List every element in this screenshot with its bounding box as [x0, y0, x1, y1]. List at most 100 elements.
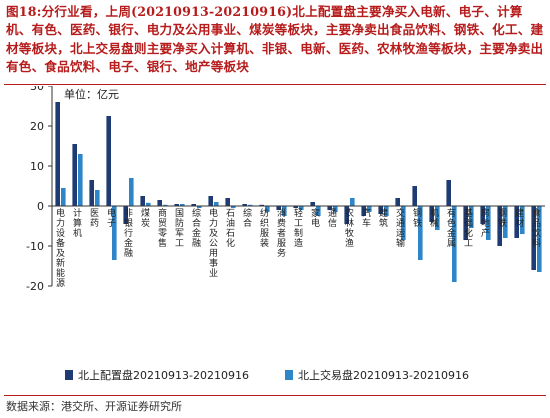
bar-series1	[72, 144, 77, 206]
bar-series1	[174, 204, 179, 206]
x-category-label: 商贸零售	[158, 207, 167, 249]
x-category-label: 医药	[90, 208, 99, 229]
x-category-label: 建材	[515, 207, 524, 229]
x-category-label: 计算机	[73, 207, 82, 239]
x-category-label: 有色金属	[447, 207, 456, 249]
x-category-label: 钢铁	[498, 207, 507, 229]
bar-series2	[520, 206, 525, 234]
x-category-label: 综合	[243, 207, 252, 229]
x-category-label: 建筑	[379, 207, 388, 229]
bar-series1	[463, 206, 468, 240]
x-category-label: 电力设备及新能源	[56, 207, 65, 289]
bar-series2	[486, 206, 491, 240]
bar-series1	[191, 204, 196, 206]
top-divider	[4, 84, 546, 85]
bar-series1	[55, 102, 60, 206]
bar-series1	[531, 206, 536, 270]
bar-series2	[333, 206, 338, 212]
x-category-label: 农林牧渔	[345, 207, 354, 249]
caption-text: 分行业看，上周(20210913-20210916)北上配置盘主要净买入电新、电…	[6, 4, 544, 75]
bar-series1	[310, 202, 315, 206]
x-category-label: 纺织服装	[260, 207, 269, 249]
x-category-label: 家电	[311, 207, 320, 229]
x-category-label: 汽车	[362, 207, 371, 229]
x-category-label: 机械	[430, 207, 439, 229]
bar-series2	[367, 206, 372, 212]
bar-series1	[361, 206, 366, 216]
y-tick-label: 0	[37, 200, 44, 213]
bar-chart: 单位：亿元 -20 -10 0 10 20 30 电力设备及新能源计算机医药电子非银行金融煤炭…	[26, 86, 545, 382]
bar-series1	[429, 206, 434, 222]
source-note: 数据来源：港交所、开源证券研究所	[6, 400, 182, 413]
bar-series1	[514, 206, 519, 238]
x-category-label: 石油石化	[226, 209, 235, 249]
x-category-label: 综合金融	[192, 207, 201, 249]
bar-series1	[446, 180, 451, 206]
bar-series1	[497, 206, 502, 246]
bar-series2	[112, 206, 117, 260]
bar-series2	[265, 206, 270, 212]
bar-series1	[242, 204, 247, 206]
x-category-label: 食品饮料	[532, 207, 541, 249]
bar-series1	[293, 206, 298, 208]
x-category-label: 电力及公用事业	[209, 207, 218, 279]
bar-series2	[231, 206, 236, 208]
y-tick-label: 30	[30, 86, 44, 93]
bar-series2	[418, 206, 423, 260]
x-category-label: 房地产	[481, 207, 490, 239]
x-category-label: 消费者服务	[277, 207, 286, 259]
bar-series1	[395, 198, 400, 206]
bar-series1	[140, 196, 145, 206]
bar-series2	[248, 204, 253, 206]
bar-series1	[106, 116, 111, 206]
bar-series1	[412, 186, 417, 206]
bar-series2	[299, 206, 304, 210]
x-category-label: 轻工制造	[294, 207, 303, 249]
bar-series2	[78, 154, 83, 206]
x-category-label: 电子	[107, 207, 116, 229]
bar-series2	[350, 198, 355, 206]
bar-series2	[146, 202, 151, 206]
x-category-label: 基础化工	[464, 207, 473, 249]
bar-series1	[276, 206, 281, 210]
bar-series1	[327, 206, 332, 210]
bar-series2	[435, 206, 440, 230]
x-category-label: 非银行金融	[124, 207, 133, 259]
bar-series2	[452, 206, 457, 282]
bar-series2	[61, 188, 66, 206]
bar-series2	[180, 204, 185, 206]
x-category-label: 通信	[328, 208, 337, 229]
y-tick-label: -10	[26, 240, 44, 253]
bar-series1	[208, 196, 213, 206]
y-tick-label: 20	[30, 120, 44, 133]
bar-series2	[469, 206, 474, 228]
legend-label: 北上交易盘20210913-20210916	[298, 368, 469, 382]
bottom-divider	[4, 395, 546, 396]
bar-series1	[157, 200, 162, 206]
y-axis-unit-label: 单位：亿元	[64, 87, 119, 101]
bar-series1	[344, 206, 349, 224]
bar-series1	[480, 206, 485, 224]
legend-swatch	[65, 370, 73, 380]
bar-series2	[401, 206, 406, 240]
bar-series1	[225, 198, 230, 206]
figure-number: 图18:	[6, 4, 42, 19]
bar-series2	[214, 202, 219, 206]
x-category-label: 国防军工	[175, 208, 184, 249]
legend-label: 北上配置盘20210913-20210916	[78, 368, 249, 382]
bar-series2	[316, 206, 321, 216]
bar-series1	[89, 180, 94, 206]
bar-series2	[503, 206, 508, 238]
x-category-label: 钢铁	[413, 207, 422, 229]
y-tick-label: 10	[30, 160, 44, 173]
bar-series2	[197, 206, 202, 208]
figure-caption: 图18:分行业看，上周(20210913-20210916)北上配置盘主要净买入…	[6, 3, 546, 77]
x-category-label: 煤炭	[141, 207, 150, 229]
bar-series2	[95, 190, 100, 206]
bar-series2	[129, 178, 134, 206]
legend-swatch	[285, 370, 293, 380]
bar-series2	[537, 206, 542, 272]
x-category-label: 交通运输	[396, 207, 405, 249]
bar-series1	[378, 206, 383, 214]
bar-series1	[259, 204, 264, 206]
